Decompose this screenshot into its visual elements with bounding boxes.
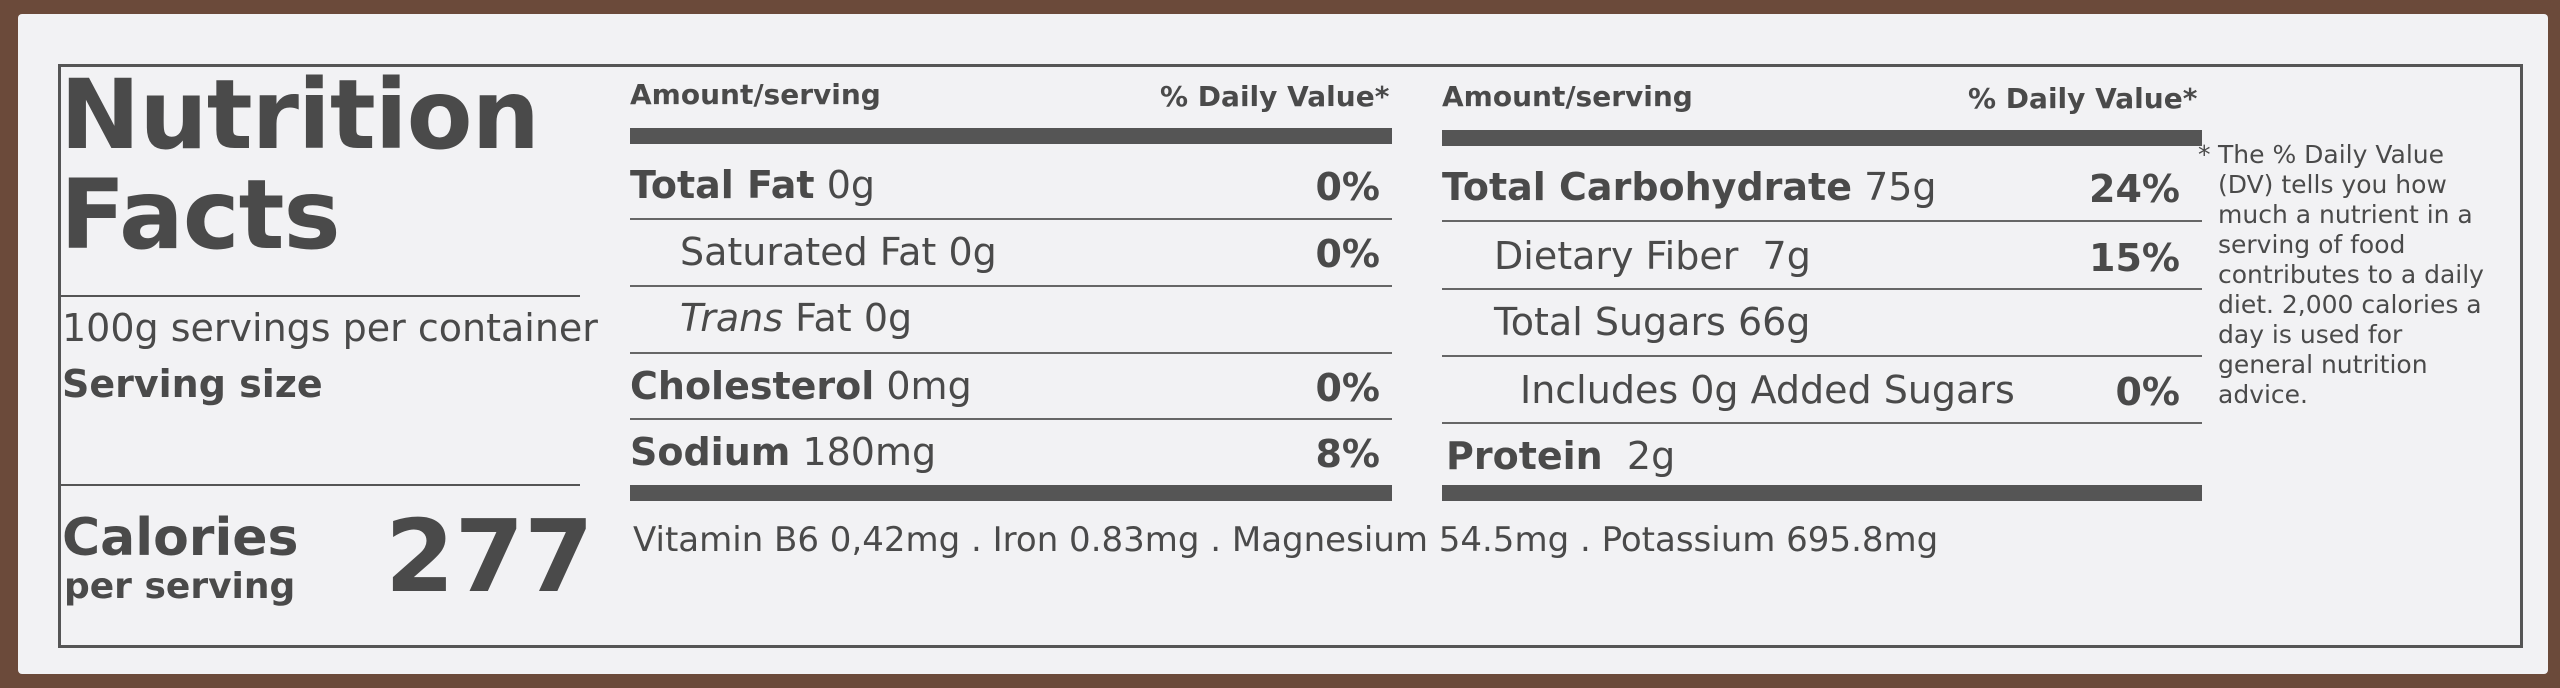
vitamins-minerals-line: Vitamin B6 0,42mg . Iron 0.83mg . Magnes… — [633, 520, 1939, 560]
nutrition-label — [18, 14, 2548, 674]
title-line-1: Nutrition — [60, 59, 540, 171]
serving-size-label: Serving size — [62, 362, 323, 406]
nutrient-amount: 0g — [863, 296, 913, 340]
left-header-bar — [630, 128, 1392, 144]
calories-divider — [60, 484, 580, 486]
row-protein: Protein 2g — [1446, 434, 1675, 478]
nutrient-amount: 0g — [826, 163, 875, 207]
row-divider — [1442, 355, 2202, 357]
label-frame — [58, 64, 2523, 648]
trans-italic: Trans — [680, 296, 784, 340]
nutrient-name: Includes 0g Added Sugars — [1520, 368, 2015, 412]
dv-saturated-fat: 0% — [1315, 232, 1380, 276]
nutrient-amount: 2g — [1626, 434, 1676, 478]
calories-label: Calories — [62, 508, 299, 568]
right-footer-bar — [1442, 485, 2202, 501]
nutrient-name: Saturated Fat — [680, 230, 937, 274]
row-divider — [1442, 422, 2202, 424]
calories-per-serving: per serving — [64, 566, 296, 607]
right-dv-header: % Daily Value* — [1968, 82, 2198, 115]
nutrient-name-rest: Fat — [795, 296, 852, 340]
nutrient-amount: 0mg — [886, 364, 972, 408]
left-amount-header: Amount/serving — [630, 78, 881, 111]
row-divider — [630, 352, 1392, 354]
dv-sodium: 8% — [1315, 432, 1380, 476]
row-added-sugars: Includes 0g Added Sugars — [1520, 368, 2015, 412]
nutrient-amount: 180mg — [802, 430, 937, 474]
footnote-asterisk: * — [2198, 140, 2211, 169]
row-total-carbohydrate: Total Carbohydrate 75g — [1442, 165, 1937, 209]
nutrition-facts-title: Nutrition Facts — [60, 59, 540, 271]
row-divider — [1442, 220, 2202, 222]
left-footer-bar — [630, 485, 1392, 501]
nutrient-name: Dietary Fiber — [1494, 234, 1739, 278]
row-total-sugars: Total Sugars 66g — [1494, 300, 1810, 344]
dv-total-carbohydrate: 24% — [2089, 167, 2180, 211]
footnote-text: The % Daily Value (DV) tells you how muc… — [2218, 140, 2484, 409]
row-dietary-fiber: Dietary Fiber 7g — [1494, 234, 1811, 278]
nutrient-amount: 66g — [1737, 300, 1811, 344]
row-cholesterol: Cholesterol 0mg — [630, 364, 972, 408]
nutrient-name: Protein — [1446, 434, 1603, 478]
dv-dietary-fiber: 15% — [2089, 236, 2180, 280]
nutrient-amount: 7g — [1762, 234, 1811, 278]
nutrient-amount: 75g — [1864, 165, 1937, 209]
dv-added-sugars: 0% — [2115, 370, 2180, 414]
row-divider — [630, 285, 1392, 287]
row-sodium: Sodium 180mg — [630, 430, 936, 474]
nutrient-name: Sodium — [630, 430, 791, 474]
dv-cholesterol: 0% — [1315, 366, 1380, 410]
servings-per-container: 100g servings per container — [62, 306, 598, 350]
row-saturated-fat: Saturated Fat 0g — [680, 230, 997, 274]
servings-divider — [60, 295, 580, 297]
row-divider — [1442, 288, 2202, 290]
left-dv-header: % Daily Value* — [1160, 80, 1390, 113]
calories-value: 277 — [385, 498, 594, 615]
nutrient-name: Total Fat — [630, 163, 815, 207]
right-header-bar — [1442, 130, 2202, 146]
row-divider — [630, 218, 1392, 220]
nutrient-amount: 0g — [948, 230, 997, 274]
title-line-2: Facts — [60, 159, 341, 271]
nutrient-name: Total Sugars — [1494, 300, 1726, 344]
nutrient-name: Total Carbohydrate — [1442, 165, 1852, 209]
row-trans-fat: Trans Fat 0g — [680, 296, 912, 340]
nutrient-name: Cholesterol — [630, 364, 875, 408]
right-amount-header: Amount/serving — [1442, 80, 1693, 113]
row-divider — [630, 418, 1392, 420]
dv-total-fat: 0% — [1315, 165, 1380, 209]
row-total-fat: Total Fat 0g — [630, 163, 875, 207]
daily-value-footnote: * The % Daily Value (DV) tells you how m… — [2198, 140, 2488, 410]
